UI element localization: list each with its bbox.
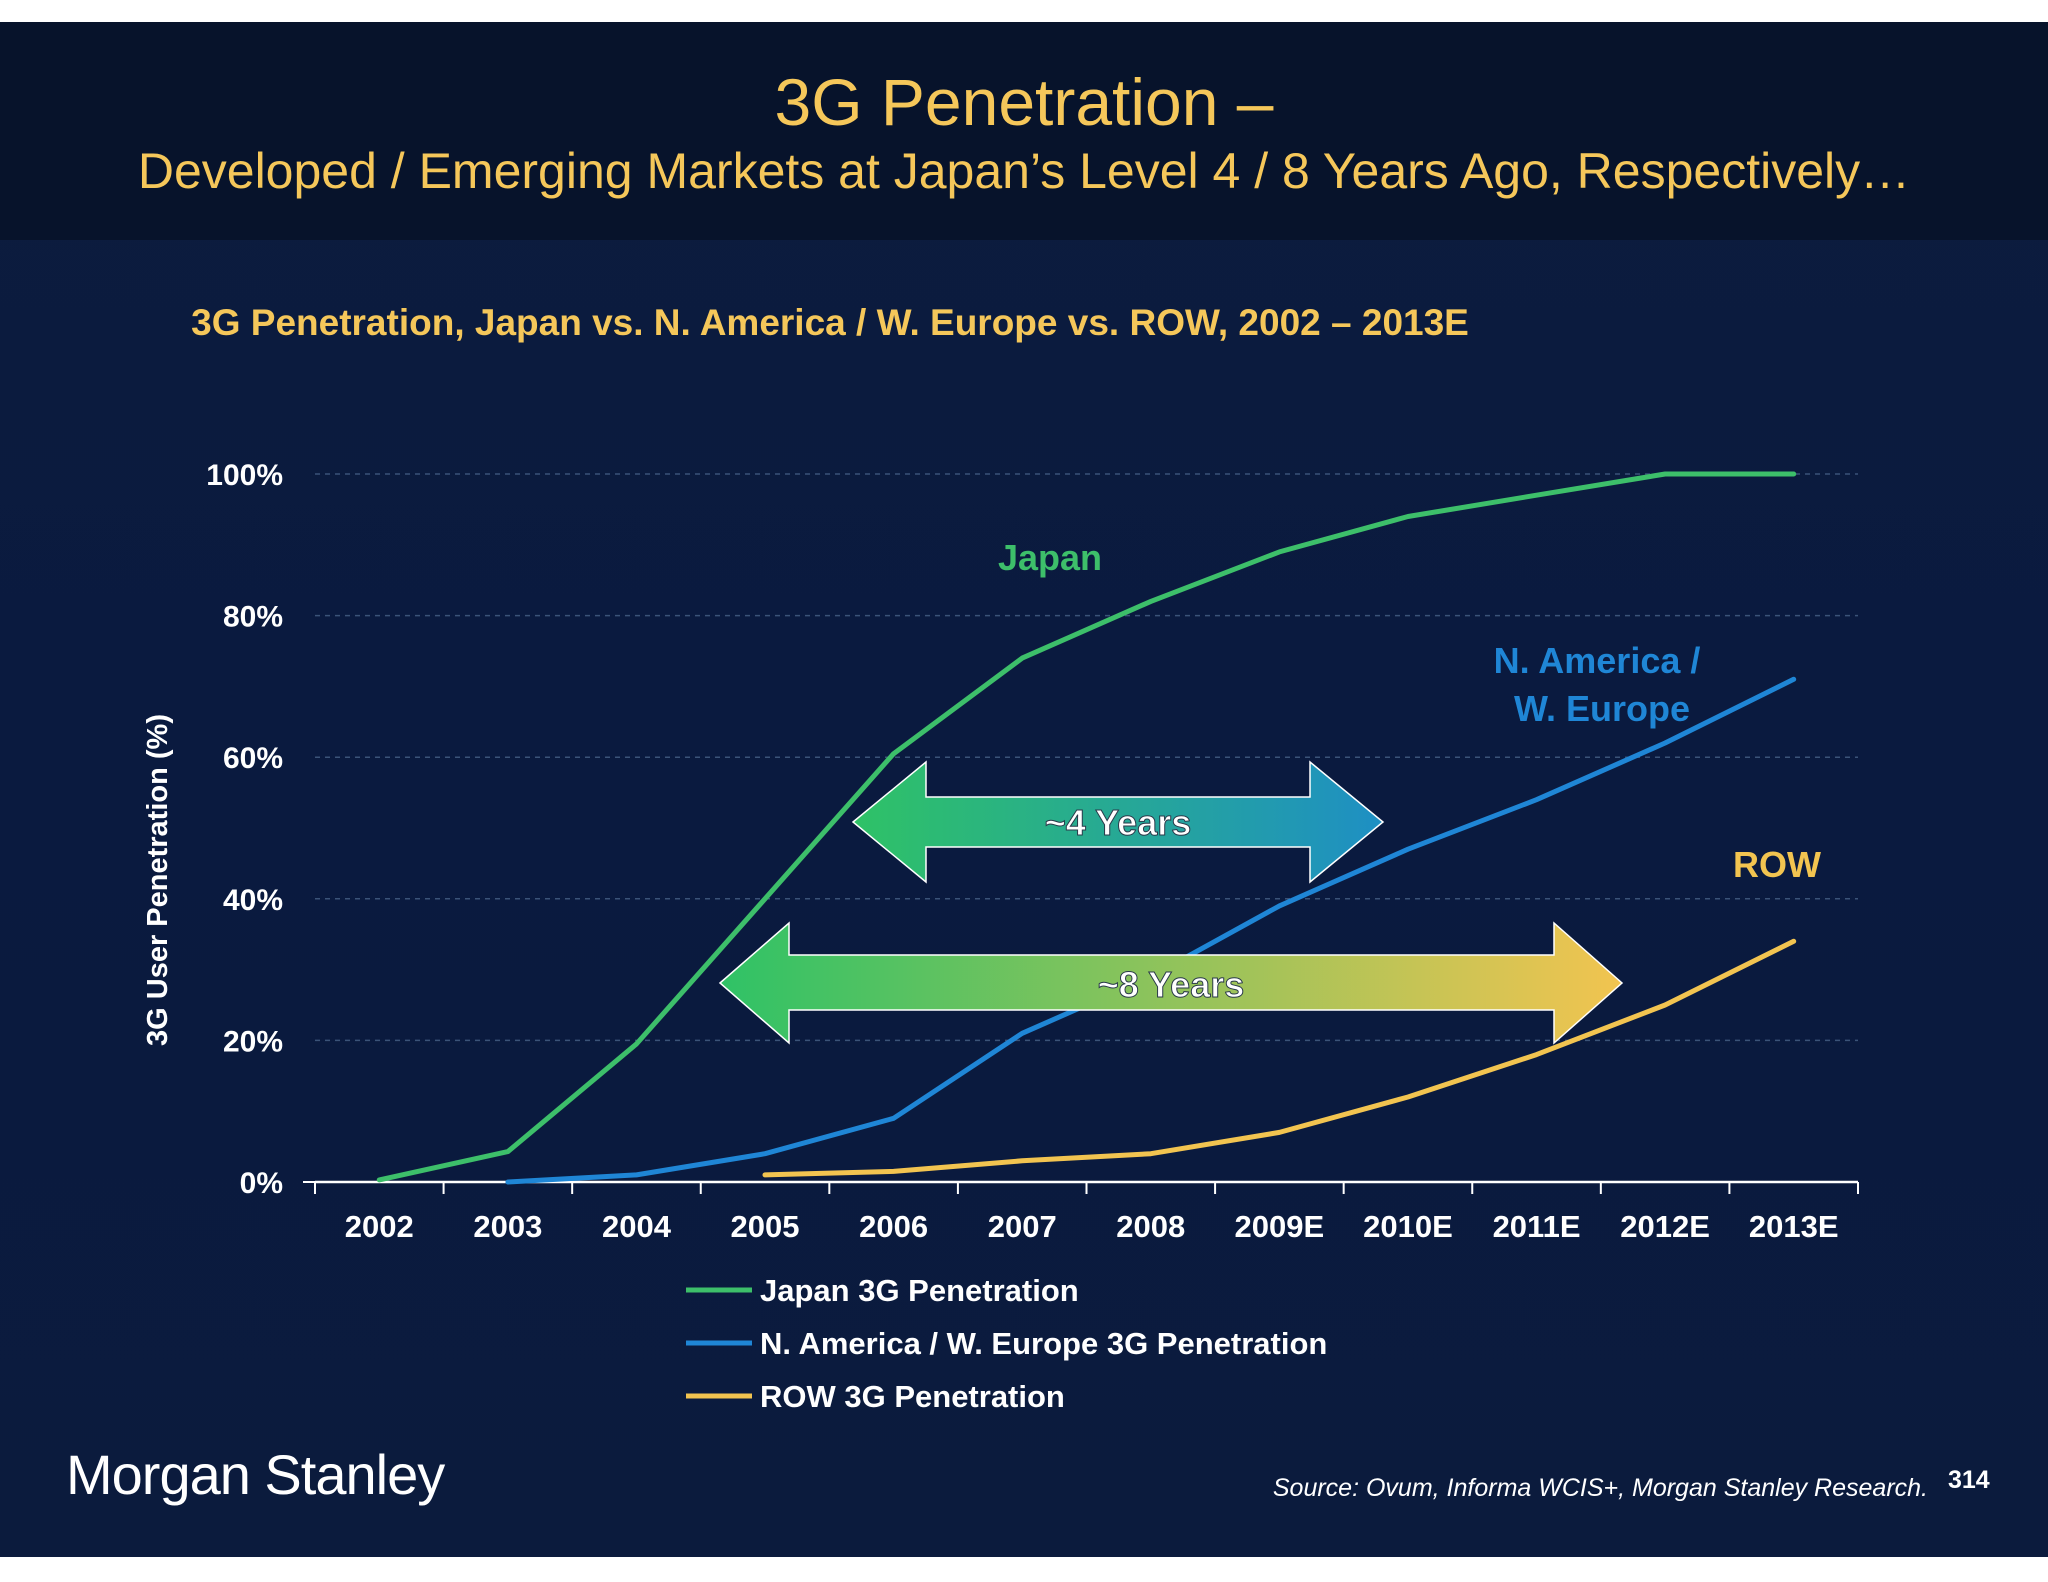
y-tick-label: 0% <box>240 1167 283 1200</box>
series-line-1 <box>505 676 1797 1185</box>
annotation-na-we-line2: W. Europe <box>1514 688 1690 729</box>
source-note: Source: Ovum, Informa WCIS+, Morgan Stan… <box>1272 1474 1928 1502</box>
axes: 0% 20% 40% 60% 80% 100% 2002 2003 2004 2005 2006 20… <box>206 459 1859 1244</box>
eight-years-label: ~8 Years <box>1098 964 1245 1005</box>
x-tick-label: 2006 <box>859 1209 928 1244</box>
x-tick-label: 2007 <box>988 1209 1057 1244</box>
x-tick-label: 2002 <box>345 1209 414 1244</box>
y-tick-label: 20% <box>223 1025 283 1058</box>
legend-label: ROW 3G Penetration <box>760 1379 1065 1414</box>
x-tick-label: 2008 <box>1116 1209 1185 1244</box>
y-tick-label: 100% <box>206 459 283 492</box>
y-tick-label: 80% <box>223 601 283 634</box>
legend: Japan 3G Penetration N. America / W. Euro… <box>686 1273 1327 1414</box>
slide: 3G Penetration – Developed / Emerging Ma… <box>0 22 2048 1557</box>
four-years-arrow <box>851 760 1385 884</box>
gridlines <box>315 473 1858 1042</box>
x-tick-label: 2010E <box>1363 1209 1453 1244</box>
header: 3G Penetration – Developed / Emerging Ma… <box>0 22 2048 240</box>
page-number: 314 <box>1948 1466 1990 1494</box>
y-axis-label: 3G User Penetration (%) <box>142 714 174 1046</box>
slide-title: 3G Penetration – <box>774 65 1274 139</box>
slide-subtitle: Developed / Emerging Markets at Japan’s … <box>137 143 1911 199</box>
annotation-na-we: N. America / W. Europe <box>1494 640 1711 729</box>
x-tick-label: 2012E <box>1620 1209 1710 1244</box>
series-line-0 <box>376 471 1797 1183</box>
annotation-japan: Japan <box>998 537 1102 578</box>
legend-label: N. America / W. Europe 3G Penetration <box>760 1326 1327 1361</box>
eight-years-arrow <box>718 921 1624 1045</box>
annotation-na-we-line1: N. America / <box>1494 640 1701 681</box>
x-tick-label: 2013E <box>1749 1209 1839 1244</box>
y-tick-label: 60% <box>223 742 283 775</box>
four-years-label: ~4 Years <box>1045 802 1192 843</box>
x-tick-label: 2009E <box>1235 1209 1325 1244</box>
legend-label: Japan 3G Penetration <box>760 1273 1079 1308</box>
annotation-row: ROW <box>1733 844 1821 885</box>
penetration-chart: 3G Penetration, Japan vs. N. America / W… <box>142 302 1859 1414</box>
y-tick-label: 40% <box>223 884 283 917</box>
series-line-2 <box>762 938 1797 1178</box>
chart-title: 3G Penetration, Japan vs. N. America / W… <box>191 302 1469 343</box>
x-tick-label: 2003 <box>473 1209 542 1244</box>
x-tick-label: 2004 <box>602 1209 672 1244</box>
x-tick-label: 2005 <box>731 1209 800 1244</box>
morgan-stanley-logo: Morgan Stanley <box>66 1443 445 1506</box>
x-tick-label: 2011E <box>1493 1209 1581 1244</box>
